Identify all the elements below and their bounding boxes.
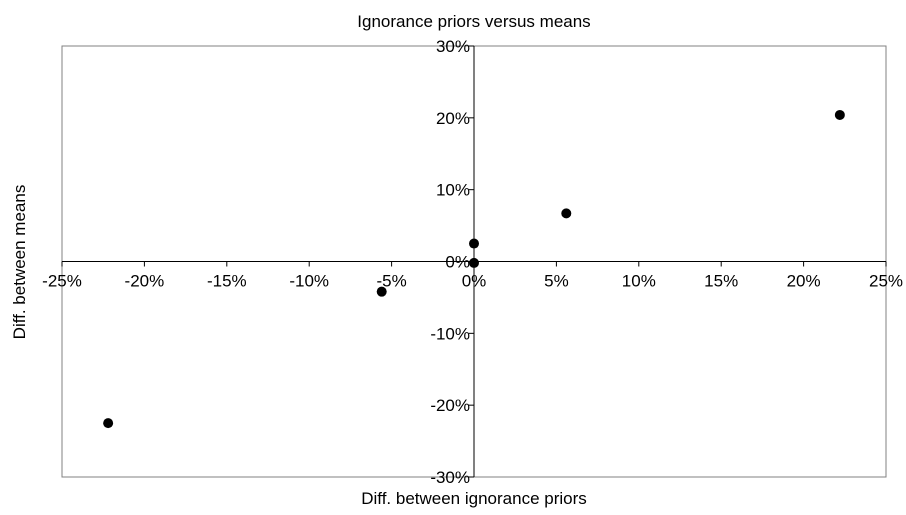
data-point <box>469 238 479 249</box>
x-tick-label: 0% <box>462 272 487 291</box>
data-point <box>103 418 114 429</box>
chart-title: Ignorance priors versus means <box>357 12 590 31</box>
x-tick-label: 5% <box>544 272 569 291</box>
y-tick-label: 0% <box>445 253 470 272</box>
y-tick-label: -20% <box>430 396 470 415</box>
x-tick-label: -25% <box>42 272 82 291</box>
y-tick-label: -30% <box>430 468 470 487</box>
data-point <box>561 208 572 219</box>
y-tick-label: 10% <box>436 181 470 200</box>
x-axis: -25% -20% -15% -10% -5% 0% 5% 10% 15% 20% 25% <box>42 261 903 291</box>
y-tick-label: 30% <box>436 37 470 56</box>
data-point <box>469 257 479 268</box>
x-tick-label: -5% <box>376 272 406 291</box>
data-point <box>834 109 845 120</box>
x-tick-label: -10% <box>289 272 329 291</box>
data-points <box>103 109 845 429</box>
y-tick-label: -10% <box>430 324 470 343</box>
x-tick-label: 20% <box>787 272 821 291</box>
x-tick-label: 10% <box>622 272 656 291</box>
data-point <box>376 286 387 297</box>
x-tick-label: 15% <box>704 272 738 291</box>
y-axis-label: Diff. between means <box>10 185 29 340</box>
x-tick-label: -20% <box>125 272 165 291</box>
x-tick-label: 25% <box>869 272 903 291</box>
x-tick-label: -15% <box>207 272 247 291</box>
y-axis: 30% 20% 10% 0% -10% -20% -30% <box>430 37 474 487</box>
y-tick-label: 20% <box>436 109 470 128</box>
x-axis-label: Diff. between ignorance priors <box>361 489 587 508</box>
